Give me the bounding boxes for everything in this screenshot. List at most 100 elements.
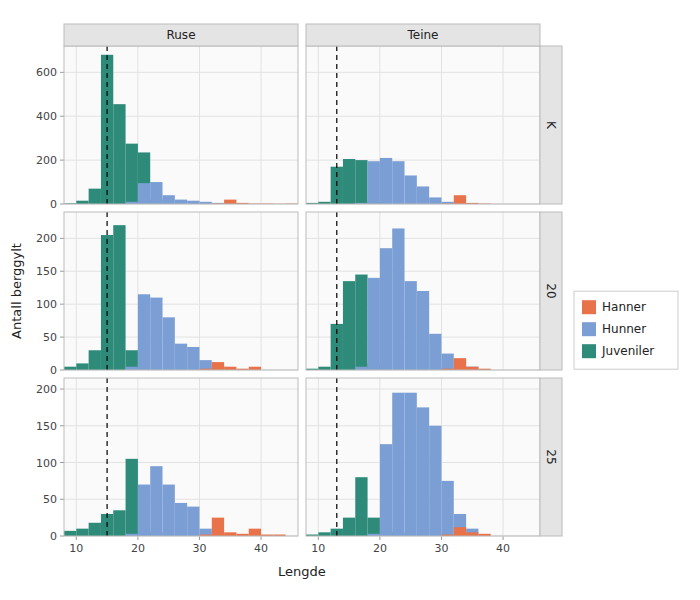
tick-label-y: 0 [50, 530, 57, 543]
legend-label: Hanner [602, 300, 646, 314]
histogram-bar [355, 275, 367, 370]
tick-label-y: 0 [50, 198, 57, 211]
plot-background [306, 212, 540, 370]
grid-line-y [64, 160, 298, 161]
marks [306, 212, 491, 370]
strip [306, 24, 540, 46]
strip-label: 20 [544, 283, 558, 298]
grid-line-y [306, 389, 540, 390]
panel: 20 [306, 212, 562, 370]
tick-label-y: 50 [43, 331, 57, 344]
histogram-bar [454, 195, 466, 204]
histogram-bar [405, 281, 417, 370]
tick-x [199, 536, 200, 540]
tick-label-y: 50 [43, 493, 57, 506]
tick-y [60, 462, 64, 463]
histogram-bar [429, 197, 441, 204]
marks [306, 46, 491, 204]
grid-line-x [76, 212, 77, 370]
grid-line-x [503, 212, 504, 370]
histogram-bar [138, 183, 150, 204]
grid-line-y [64, 389, 298, 390]
histogram-bar [392, 228, 404, 370]
tick-x [76, 536, 77, 540]
tick-label-x: 40 [254, 542, 268, 555]
histogram-bar [380, 444, 392, 536]
tick-x [441, 536, 442, 540]
histogram-bar [224, 532, 236, 536]
histogram-bar [138, 485, 150, 536]
plot-background [306, 378, 540, 536]
histogram-bar [466, 532, 478, 536]
grid-line-y [64, 271, 298, 272]
histogram-bar [163, 317, 175, 370]
figure: 0200400600RuseTeineK05010015020020102030… [0, 0, 700, 600]
grid-line-y [64, 499, 298, 500]
tick-label-x: 10 [69, 542, 83, 555]
tick-y [60, 499, 64, 500]
histogram-bar [76, 529, 88, 536]
histogram-bar [441, 354, 453, 370]
legend-label: Juveniler [601, 344, 654, 358]
tick-label-y: 150 [36, 265, 57, 278]
panel: 1020304025 [306, 378, 562, 555]
axis-label-y: Antall berggylt [9, 243, 24, 339]
tick-label-x: 20 [373, 542, 387, 555]
grid-line-x [503, 46, 504, 204]
tick-label-y: 400 [36, 110, 57, 123]
tick-y [60, 425, 64, 426]
strip-label: K [544, 121, 558, 130]
plot-frame [64, 378, 298, 536]
histogram-bar [187, 507, 199, 536]
plot-frame [64, 46, 298, 204]
histogram-bar [355, 160, 367, 204]
histogram-bar [368, 278, 380, 370]
histogram-bar [417, 407, 429, 536]
histogram-bar [318, 532, 330, 536]
grid-line-y [64, 116, 298, 117]
histogram-bar [89, 350, 101, 370]
tick-label-y: 100 [36, 298, 57, 311]
strip [540, 212, 562, 370]
histogram-bar [405, 393, 417, 536]
tick-x [137, 536, 138, 540]
strip-label: Ruse [166, 28, 195, 42]
tick-label-x: 10 [311, 542, 325, 555]
histogram-bar [417, 186, 429, 204]
histogram-bar [138, 294, 150, 370]
histogram-bar [380, 158, 392, 204]
tick-x [503, 536, 504, 540]
histogram-bar [175, 503, 187, 536]
tick-label-y: 600 [36, 66, 57, 79]
tick-y [60, 72, 64, 73]
histogram-bar [343, 159, 355, 204]
tick-y [60, 536, 64, 537]
grid-line-y [64, 425, 298, 426]
strip-label: Teine [407, 28, 439, 42]
plot-background [64, 378, 298, 536]
grid-line-y [306, 160, 540, 161]
marks [64, 378, 286, 536]
tick-y [60, 116, 64, 117]
legend-swatch [582, 344, 596, 358]
histogram-bar [355, 477, 367, 536]
grid-line-y [306, 271, 540, 272]
histogram-bar [224, 200, 236, 204]
strip-label: 25 [544, 449, 558, 464]
histogram-bar [187, 347, 199, 370]
histogram-bar [429, 426, 441, 536]
tick-label-x: 20 [131, 542, 145, 555]
histogram-bar [113, 510, 125, 536]
histogram-bar [138, 152, 150, 204]
grid-line-y [64, 462, 298, 463]
tick-x [261, 536, 262, 540]
histogram-bar [368, 161, 380, 204]
histogram-bar [89, 523, 101, 536]
histogram-bar [126, 350, 138, 370]
grid-line-y [306, 72, 540, 73]
panel: 0200400600Ruse [36, 24, 298, 211]
tick-y [60, 204, 64, 205]
histogram-bar [113, 104, 125, 204]
grid-line-x [76, 378, 77, 536]
plot-frame [306, 212, 540, 370]
